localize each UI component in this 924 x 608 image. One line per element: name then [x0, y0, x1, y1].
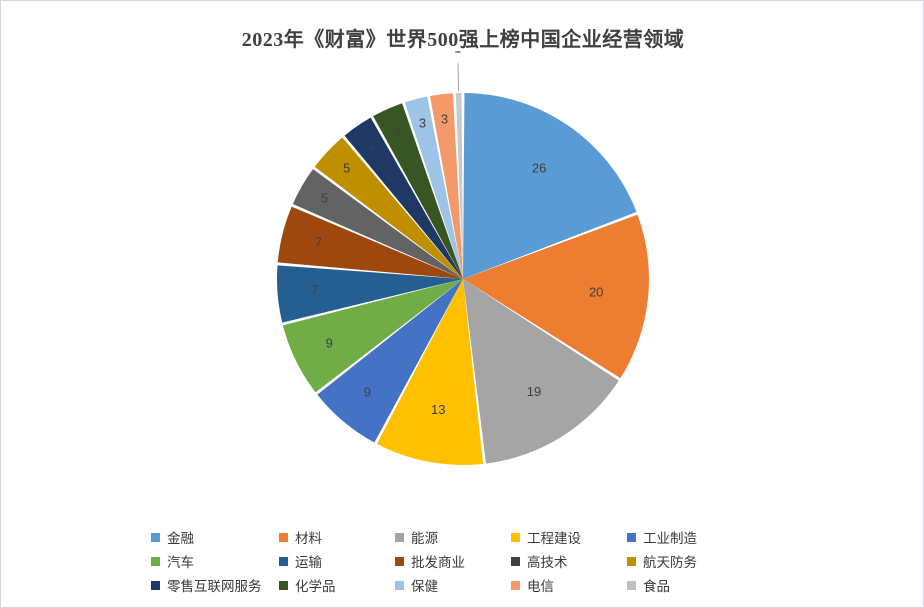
legend-item-label: 化学品	[295, 579, 336, 594]
legend-swatch-icon	[511, 580, 520, 590]
chart-title: 2023年《财富》世界500强上榜中国企业经营领域	[241, 29, 685, 51]
pie-data-label: 3	[441, 112, 448, 127]
pie-plot-area: 2620191399775544331	[1, 51, 924, 506]
legend-item[interactable]: 金融	[151, 527, 279, 547]
legend-item-label: 航天防务	[643, 555, 697, 570]
legend-item[interactable]: 工程建设	[511, 527, 627, 547]
legend-item[interactable]: 化学品	[279, 575, 395, 595]
pie-data-label: 9	[364, 384, 371, 399]
pie-slice[interactable]	[430, 93, 463, 279]
pie-data-label: 7	[315, 234, 322, 249]
pie-data-label: 4	[394, 124, 401, 139]
pie-slice[interactable]	[404, 96, 463, 279]
legend-item[interactable]: 运输	[279, 551, 395, 571]
legend-item[interactable]: 高技术	[511, 551, 627, 571]
pie-slice[interactable]	[277, 206, 463, 279]
legend-swatch-icon	[151, 580, 160, 590]
legend-item[interactable]: 材料	[279, 527, 395, 547]
legend-item-label: 零售互联网服务	[167, 579, 262, 594]
legend-swatch-icon	[151, 532, 160, 542]
pie-slice[interactable]	[282, 279, 463, 393]
legend-item-label: 金融	[167, 531, 194, 546]
legend-item[interactable]: 汽车	[151, 551, 279, 571]
legend-item-label: 高技术	[527, 555, 568, 570]
legend-swatch-icon	[511, 556, 520, 566]
legend-item-label: 工程建设	[527, 531, 581, 546]
pie-slice[interactable]	[373, 103, 463, 279]
pie-data-label: 13	[431, 402, 445, 417]
pie-data-label: 7	[311, 283, 318, 298]
legend-item[interactable]: 零售互联网服务	[151, 575, 279, 595]
pie-slice[interactable]	[317, 279, 463, 443]
legend-item-label: 批发商业	[411, 555, 465, 570]
legend-item[interactable]: 电信	[511, 575, 627, 595]
legend-swatch-icon	[627, 580, 636, 590]
legend-item[interactable]: 批发商业	[395, 551, 511, 571]
legend-item[interactable]: 能源	[395, 527, 511, 547]
pie-data-label: 20	[589, 284, 603, 299]
pie-leader-line-group	[457, 63, 460, 92]
pie-data-label: 26	[532, 160, 546, 175]
pie-slice[interactable]	[463, 93, 637, 279]
legend-swatch-icon	[395, 580, 404, 590]
legend-item[interactable]: 工业制造	[627, 527, 743, 547]
legend-item-label: 能源	[411, 531, 438, 546]
pie-data-label: 5	[321, 190, 328, 205]
pie-data-label: 4	[368, 139, 375, 154]
pie-slice[interactable]	[314, 137, 463, 279]
pie-data-label: 19	[527, 384, 541, 399]
legend-item[interactable]: 食品	[627, 575, 743, 595]
legend-item-label: 保健	[411, 579, 438, 594]
pie-data-label: 5	[343, 161, 350, 176]
legend-item-label: 运输	[295, 555, 322, 570]
pie-slice[interactable]	[276, 265, 463, 323]
legend-item-label: 汽车	[167, 555, 194, 570]
legend-swatch-icon	[627, 556, 636, 566]
legend-swatch-icon	[279, 556, 288, 566]
pie-slice[interactable]	[292, 169, 463, 279]
pie-slice[interactable]	[463, 214, 649, 379]
pie-slice[interactable]	[463, 279, 619, 464]
legend-swatch-icon	[395, 556, 404, 566]
legend-swatch-icon	[395, 532, 404, 542]
legend-item-label: 工业制造	[643, 531, 697, 546]
pie-slice[interactable]	[455, 93, 463, 279]
pie-slice-group	[276, 93, 649, 466]
legend-swatch-icon	[279, 580, 288, 590]
legend-swatch-icon	[627, 532, 636, 542]
legend-item[interactable]: 航天防务	[627, 551, 743, 571]
legend-swatch-icon	[511, 532, 520, 542]
legend-item-label: 材料	[295, 531, 322, 546]
pie-slice[interactable]	[376, 279, 484, 466]
chart-legend: 金融 材料 能源 工程建设 工业制造汽车 运输 批发商业 高技术 航天防务零售互联网服务 化学品 保…	[151, 525, 791, 597]
pie-chart-svg: 2620191399775544331	[276, 51, 649, 466]
legend-item[interactable]: 保健	[395, 575, 511, 595]
pie-data-label: 3	[419, 116, 426, 131]
pie-data-label: 1	[454, 51, 461, 55]
legend-swatch-icon	[151, 556, 160, 566]
legend-item-label: 电信	[527, 579, 554, 594]
legend-swatch-icon	[279, 532, 288, 542]
pie-slice[interactable]	[344, 117, 463, 279]
pie-data-label-group: 2620191399775544331	[311, 51, 603, 417]
pie-leader-line	[457, 63, 460, 92]
legend-item-label: 食品	[643, 579, 670, 594]
pie-data-label: 9	[326, 336, 333, 351]
